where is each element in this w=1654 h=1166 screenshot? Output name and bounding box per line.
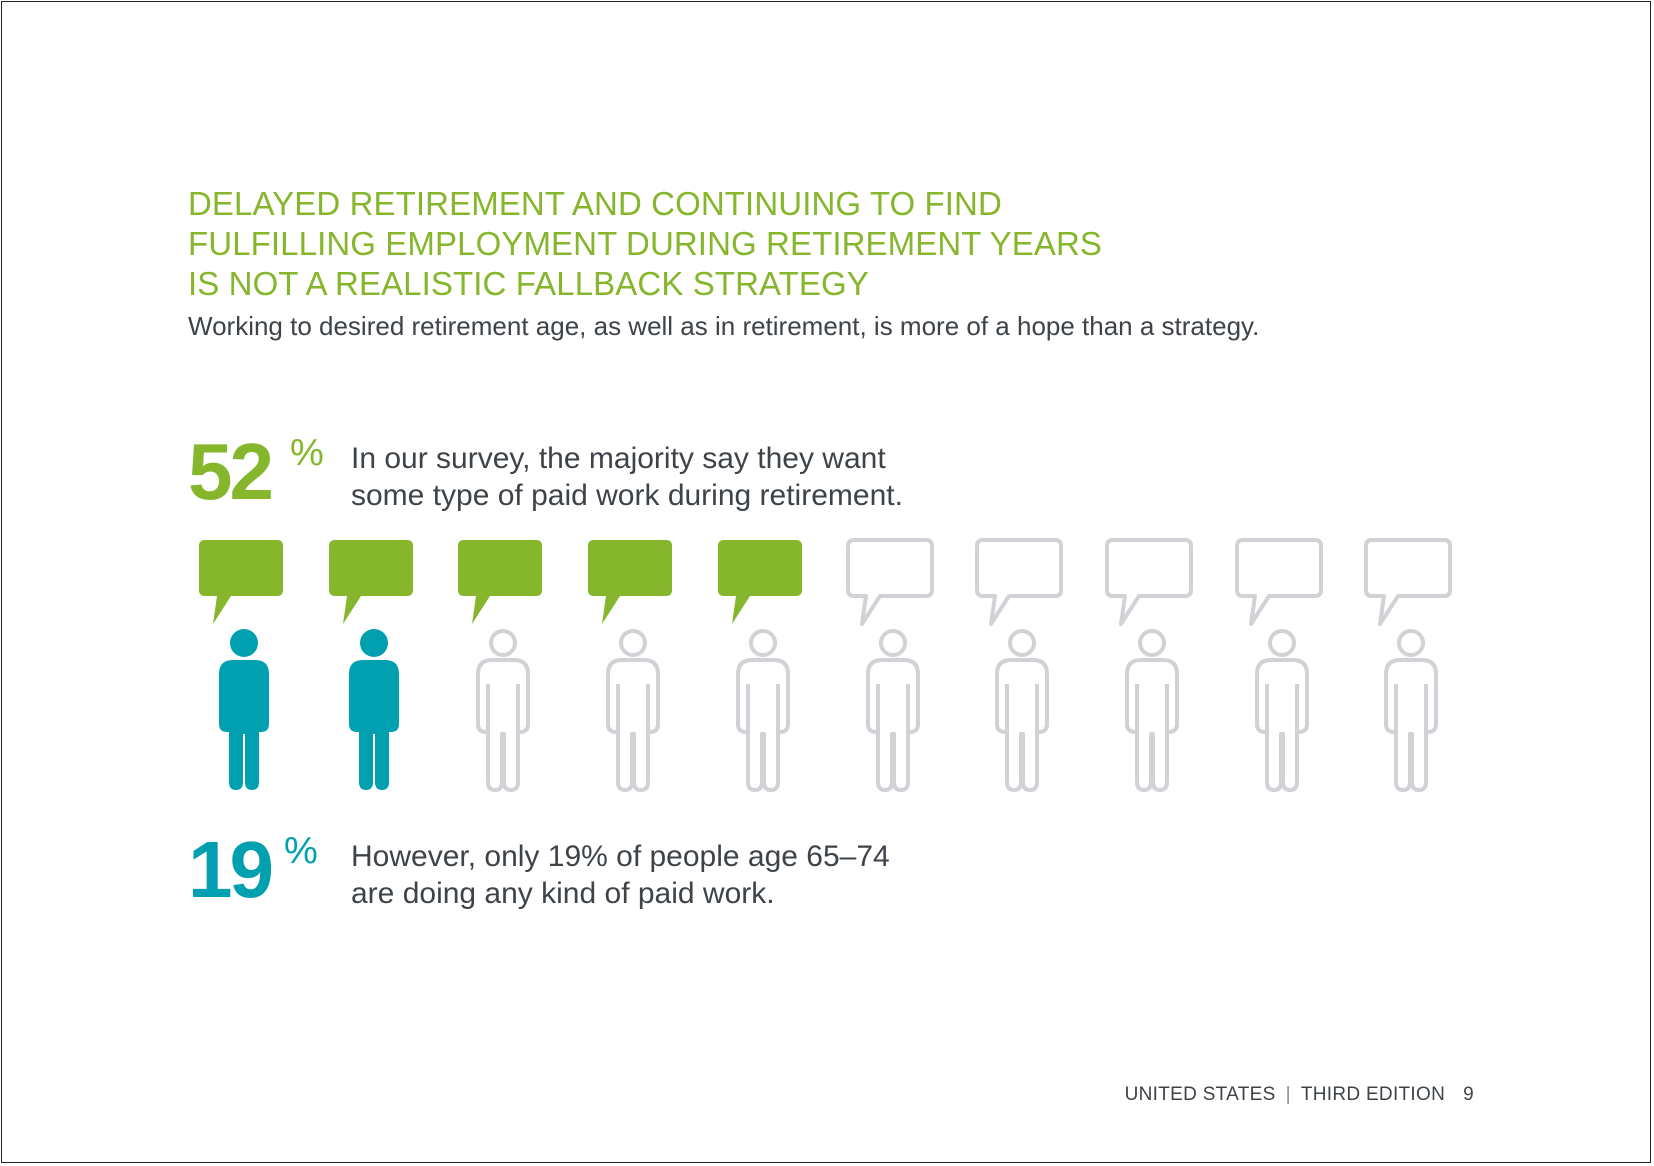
page-number: 9 (1463, 1084, 1474, 1105)
speech-bubble-empty-icon (1105, 538, 1193, 626)
speech-bubble-filled-icon (329, 540, 413, 624)
pictogram-figure (456, 530, 556, 800)
person-outline-icon (866, 629, 920, 792)
speech-bubble-filled-icon (199, 540, 283, 624)
footer-country: UNITED STATES (1124, 1084, 1276, 1105)
person-outline-icon (736, 629, 790, 792)
heading-line: FULFILLING EMPLOYMENT DURING RETIREMENT … (188, 225, 1102, 262)
stat-description-line: are doing any kind of paid work. (351, 877, 775, 910)
person-outline-icon (606, 629, 660, 792)
stat-description: In our survey, the majority say they wan… (351, 440, 903, 514)
speech-bubble-filled-icon (718, 540, 802, 624)
speech-bubble-filled-icon (458, 540, 542, 624)
person-filled-icon (349, 629, 399, 790)
person-filled-icon (219, 629, 269, 790)
stat-description: However, only 19% of people age 65–74 ar… (351, 838, 890, 912)
stat-percent-sign: % (290, 432, 324, 474)
subtitle: Working to desired retirement age, as we… (188, 311, 1260, 341)
person-outline-icon (995, 629, 1049, 792)
section-heading: DELAYED RETIREMENT AND CONTINUING TO FIN… (188, 184, 1102, 304)
pictogram-figure (846, 530, 946, 800)
person-outline-icon (476, 629, 530, 792)
pictogram-figure (586, 530, 686, 800)
heading-line: IS NOT A REALISTIC FALLBACK STRATEGY (188, 265, 869, 302)
pictogram-figure (1105, 530, 1205, 800)
speech-bubble-empty-icon (1364, 538, 1452, 626)
speech-bubble-empty-icon (846, 538, 934, 626)
stat-percent-sign: % (284, 830, 318, 872)
page-footer: UNITED STATES | THIRD EDITION 9 (1125, 1083, 1474, 1107)
footer-edition: THIRD EDITION (1300, 1084, 1446, 1105)
heading-line: DELAYED RETIREMENT AND CONTINUING TO FIN… (188, 185, 1002, 222)
pictogram-figure (716, 530, 816, 800)
person-outline-icon (1384, 629, 1438, 792)
pictogram-figure (1364, 530, 1464, 800)
pictogram-figure (327, 530, 427, 800)
stat-number: 19 (188, 825, 274, 914)
person-outline-icon (1255, 629, 1309, 792)
stat-description-line: However, only 19% of people age 65–74 (351, 840, 890, 873)
pictogram-figure (197, 530, 297, 800)
person-outline-icon (1125, 629, 1179, 792)
speech-bubble-empty-icon (1235, 538, 1323, 626)
footer-separator: | (1285, 1084, 1291, 1105)
stat-description-line: In our survey, the majority say they wan… (351, 442, 886, 475)
stat-description-line: some type of paid work during retirement… (351, 479, 903, 512)
speech-bubble-filled-icon (588, 540, 672, 624)
stat-number: 52 (188, 427, 274, 516)
pictogram-figure (1235, 530, 1335, 800)
speech-bubble-empty-icon (975, 538, 1063, 626)
pictogram-chart (0, 530, 1654, 800)
pictogram-figure (975, 530, 1075, 800)
